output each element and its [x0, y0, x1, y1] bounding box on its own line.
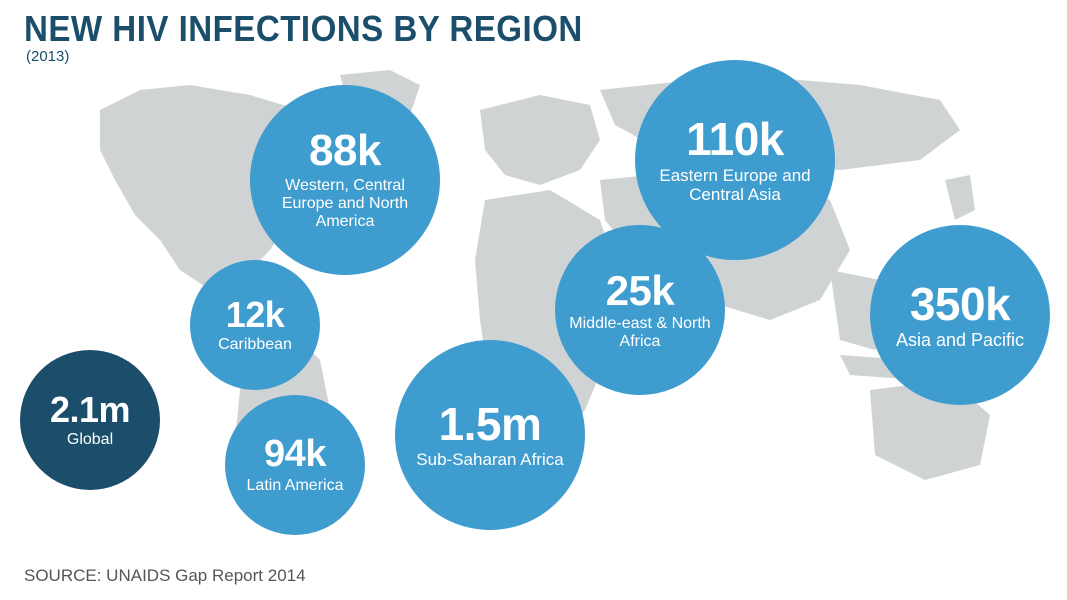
bubble-label: Middle-east & North Africa	[564, 315, 717, 352]
bubble-value: 350k	[910, 280, 1010, 328]
bubble-latin: 94k Latin America	[225, 395, 365, 535]
bubble-value: 12k	[226, 296, 285, 334]
bubble-label: Western, Central Europe and North Americ…	[260, 177, 431, 232]
bubble-eeca: 110kEastern Europe and Central Asia	[635, 60, 835, 260]
bubble-value: 110k	[686, 115, 784, 163]
bubble-wcena: 88kWestern, Central Europe and North Ame…	[250, 85, 440, 275]
bubble-value: 88k	[309, 128, 381, 174]
bubble-label: Sub-Saharan Africa	[416, 450, 563, 470]
bubble-value: 25k	[606, 269, 675, 313]
bubble-label: Latin America	[247, 477, 344, 495]
bubble-value: 2.1m	[50, 391, 130, 429]
bubble-label: Global	[67, 431, 113, 449]
bubble-label: Asia and Pacific	[896, 330, 1024, 351]
bubble-value: 1.5m	[439, 400, 542, 448]
bubble-caribbean: 12k Caribbean	[190, 260, 320, 390]
bubble-label: Eastern Europe and Central Asia	[645, 166, 825, 205]
bubble-asiapacific: 350kAsia and Pacific	[870, 225, 1050, 405]
bubble-global: 2.1m Global	[20, 350, 160, 490]
header: NEW HIV INFECTIONS BY REGION (2013)	[24, 8, 631, 65]
page-subtitle: (2013)	[26, 48, 631, 65]
bubble-value: 94k	[264, 435, 326, 475]
bubble-label: Caribbean	[218, 336, 292, 354]
bubble-ssafrica: 1.5mSub-Saharan Africa	[395, 340, 585, 530]
source-text: SOURCE: UNAIDS Gap Report 2014	[24, 566, 306, 586]
page-title: NEW HIV INFECTIONS BY REGION	[24, 8, 583, 50]
